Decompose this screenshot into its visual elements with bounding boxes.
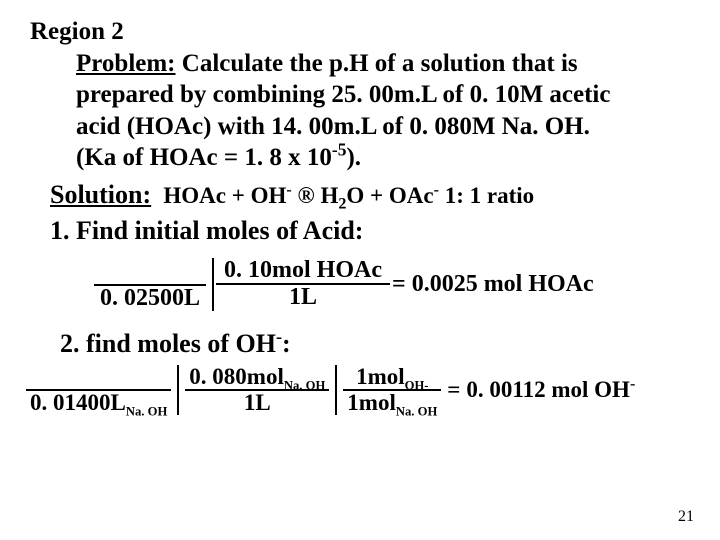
step2-f3-den-sub: Na. OH	[396, 404, 437, 418]
step1-f2-den: 1L	[216, 283, 390, 310]
step1-calc: 0. 02500L 0. 10mol HOAc 1L = 0.0025 mol …	[94, 258, 696, 311]
step2-f3-den-a: 1mol	[347, 390, 396, 415]
arrow-icon: ®	[292, 183, 321, 208]
dim-bar-icon	[177, 365, 179, 415]
equals-icon: =	[447, 377, 460, 403]
step2-f2-num: 0. 080molNa. OH	[185, 365, 329, 389]
step2-result-a: 0. 00112 mol OH	[466, 377, 630, 402]
problem-label: Problem:	[76, 50, 176, 77]
step1-factor2: 0. 10mol HOAc 1L	[220, 258, 386, 310]
step2-heading: 2. find moles of OH-:	[60, 329, 696, 359]
problem-line4a: (Ka of HOAc = 1. 8 x 10	[76, 144, 332, 171]
step2-result: 0. 00112 mol OH-	[466, 377, 635, 403]
slide: Region 2 Problem: Calculate the p.H of a…	[0, 0, 720, 540]
step2-factor3: 1molOH- 1molNa. OH	[343, 365, 441, 415]
step2-f2-den: 1L	[185, 389, 329, 415]
step2-calc: 0. 01400LNa. OH 0. 080molNa. OH 1L 1molO…	[26, 365, 696, 415]
step2-f3-den: 1molNa. OH	[343, 389, 441, 415]
eq-c: O + OAc	[346, 183, 433, 208]
step2-heading-b: :	[282, 329, 291, 358]
step2-factor2: 0. 080molNa. OH 1L	[185, 365, 329, 415]
eq-ratio: 1: 1 ratio	[439, 183, 534, 208]
reaction-equation: HOAc + OH- ® H2O + OAc- 1: 1 ratio	[158, 183, 534, 208]
problem-line2: prepared by combining 25. 00m.L of 0. 10…	[76, 81, 610, 108]
eq-a: HOAc + OH	[163, 183, 286, 208]
step1-f1-val: 0. 02500L	[94, 284, 206, 311]
ka-exponent: -5	[332, 139, 347, 159]
step2-f1-sub: Na. OH	[126, 404, 167, 418]
eq-b: H	[320, 183, 338, 208]
step1-result: 0.0025 mol HOAc	[412, 271, 594, 298]
dim-bar-icon	[212, 258, 214, 311]
step2-f3-num-a: 1mol	[356, 364, 405, 389]
problem-line4b: ).	[346, 144, 361, 171]
step2-result-sup: -	[630, 375, 635, 392]
step1-factor1: 0. 02500L	[94, 258, 206, 311]
problem-block: Problem: Calculate the p.H of a solution…	[76, 48, 696, 173]
dim-bar-icon	[335, 365, 337, 415]
solution-line: Solution: HOAc + OH- ® H2O + OAc- 1: 1 r…	[50, 179, 696, 212]
step2-f1-val: 0. 01400LNa. OH	[26, 389, 171, 415]
problem-line1: Calculate the p.H of a solution that is	[176, 50, 578, 77]
region-title: Region 2	[30, 18, 696, 46]
step2-heading-a: 2. find moles of OH	[60, 329, 276, 358]
step2-f1-a: 0. 01400L	[30, 390, 126, 415]
equals-icon: =	[392, 271, 406, 298]
step2-f3-num: 1molOH-	[352, 365, 432, 389]
problem-line3: acid (HOAc) with 14. 00m.L of 0. 080M Na…	[76, 113, 590, 140]
step2-factor1: 0. 01400LNa. OH	[26, 365, 171, 415]
page-number: 21	[678, 508, 694, 526]
step2-f2-num-a: 0. 080mol	[189, 364, 284, 389]
step1-f2-num: 0. 10mol HOAc	[220, 258, 386, 283]
step1-heading: 1. Find initial moles of Acid:	[50, 216, 696, 246]
solution-label: Solution:	[50, 180, 151, 209]
